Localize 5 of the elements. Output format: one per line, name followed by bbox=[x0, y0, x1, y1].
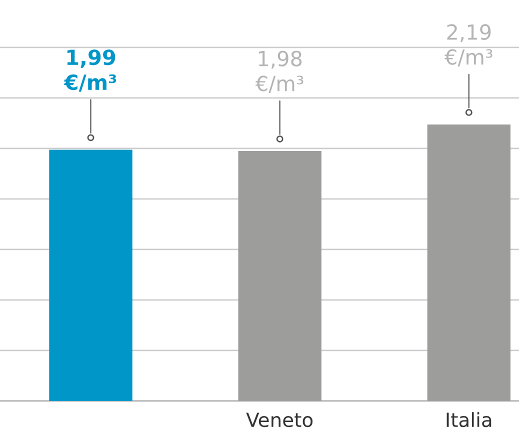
x-tick-label: Veneto bbox=[246, 412, 313, 428]
data-label: 2,19 €/m³ bbox=[444, 24, 492, 66]
x-tick-label: Italia bbox=[446, 412, 492, 428]
data-label: 1,99 €/m³ bbox=[64, 49, 116, 92]
data-label: 1,98 €/m³ bbox=[255, 50, 304, 94]
